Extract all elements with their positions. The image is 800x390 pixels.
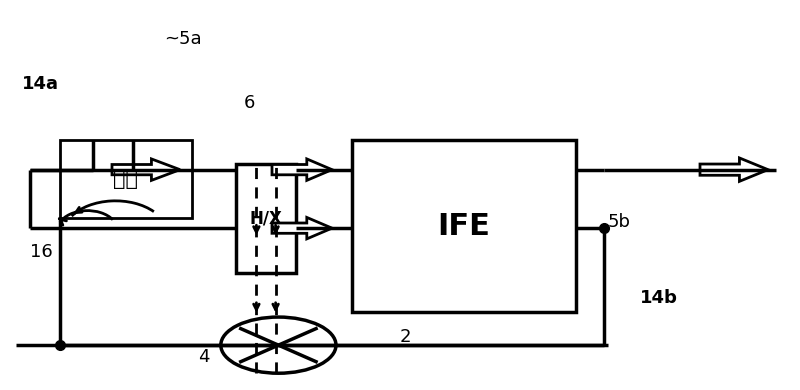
Text: 4: 4 — [198, 348, 210, 366]
Text: 14b: 14b — [640, 289, 678, 307]
Text: H/X: H/X — [250, 209, 282, 227]
Text: 5b: 5b — [608, 213, 631, 231]
Text: ~5a: ~5a — [164, 30, 202, 48]
Polygon shape — [272, 159, 332, 180]
Text: 6: 6 — [244, 94, 255, 112]
Text: 2: 2 — [400, 328, 411, 346]
FancyBboxPatch shape — [236, 164, 296, 273]
Polygon shape — [112, 159, 180, 180]
Text: IFE: IFE — [438, 212, 490, 241]
FancyBboxPatch shape — [60, 140, 192, 218]
Text: 風扇: 風扇 — [114, 169, 138, 190]
Polygon shape — [700, 158, 768, 181]
Text: 16: 16 — [30, 243, 53, 261]
Polygon shape — [272, 218, 332, 239]
Text: 14a: 14a — [22, 75, 59, 93]
FancyBboxPatch shape — [352, 140, 576, 312]
